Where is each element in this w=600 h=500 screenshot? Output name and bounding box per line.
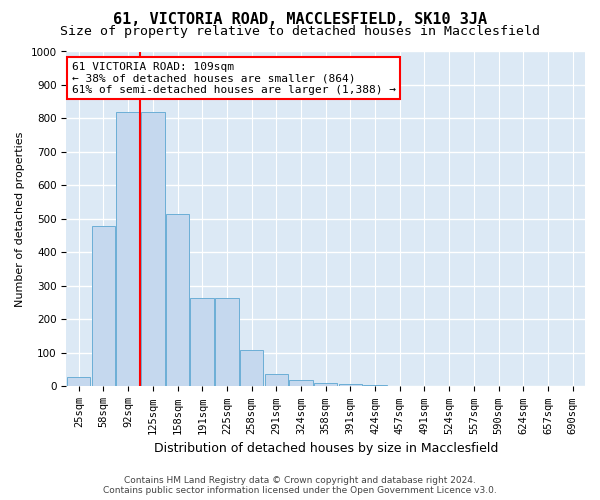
Bar	[215, 298, 239, 386]
Bar	[338, 384, 362, 386]
Bar	[116, 112, 140, 386]
Bar	[240, 350, 263, 387]
Bar	[92, 226, 115, 386]
Text: 61, VICTORIA ROAD, MACCLESFIELD, SK10 3JA: 61, VICTORIA ROAD, MACCLESFIELD, SK10 3J…	[113, 12, 487, 28]
Text: Size of property relative to detached houses in Macclesfield: Size of property relative to detached ho…	[60, 25, 540, 38]
Text: 61 VICTORIA ROAD: 109sqm
← 38% of detached houses are smaller (864)
61% of semi-: 61 VICTORIA ROAD: 109sqm ← 38% of detach…	[71, 62, 395, 94]
Bar	[289, 380, 313, 386]
Bar	[166, 214, 189, 386]
Y-axis label: Number of detached properties: Number of detached properties	[15, 132, 25, 306]
Bar	[265, 374, 288, 386]
Bar	[314, 383, 337, 386]
X-axis label: Distribution of detached houses by size in Macclesfield: Distribution of detached houses by size …	[154, 442, 498, 455]
Bar	[190, 298, 214, 386]
Text: Contains HM Land Registry data © Crown copyright and database right 2024.
Contai: Contains HM Land Registry data © Crown c…	[103, 476, 497, 495]
Bar	[364, 385, 387, 386]
Bar	[67, 377, 91, 386]
Bar	[141, 112, 164, 386]
